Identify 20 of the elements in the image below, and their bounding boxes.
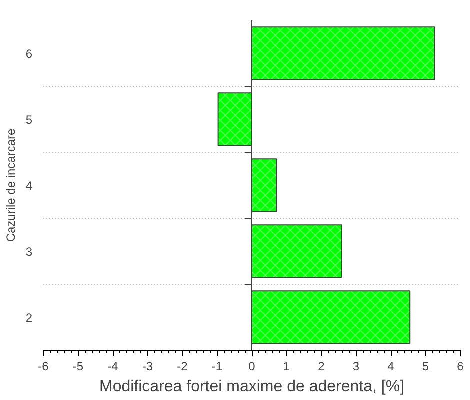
y-tick-label: 6	[26, 47, 33, 61]
x-tick-label: 3	[352, 360, 360, 374]
x-tick-label: 0	[248, 360, 256, 374]
x-tick-label: 4	[388, 360, 395, 374]
x-tick-label: -1	[212, 360, 223, 374]
x-tick-label: 6	[457, 360, 464, 374]
y-tick-label: 3	[26, 245, 33, 259]
x-tick-label: 1	[283, 360, 290, 374]
y-tick-label: 5	[26, 113, 33, 127]
x-axis-title: Modificarea fortei maxime de aderenta, [%]	[99, 378, 405, 396]
y-tick-label: 2	[26, 311, 33, 325]
x-tick-label: 2	[318, 360, 326, 374]
x-tick-label: -4	[108, 360, 119, 374]
y-axis-title: Cazurile de incarcare	[4, 128, 18, 242]
y-tick-label: 4	[26, 179, 33, 193]
x-tick-label: -6	[38, 360, 50, 374]
x-tick-label: -3	[142, 360, 154, 374]
x-tick-label: 5	[422, 360, 430, 374]
x-tick-label: -5	[72, 360, 84, 374]
x-tick-label: -2	[177, 360, 188, 374]
